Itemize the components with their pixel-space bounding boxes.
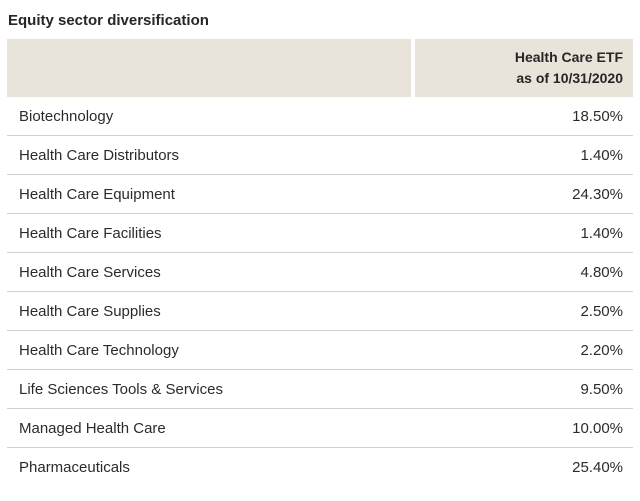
header-sector-cell <box>7 39 411 97</box>
table-row: Health Care Technology 2.20% <box>7 331 633 370</box>
sector-table: Health Care ETF as of 10/31/2020 Biotech… <box>7 39 633 487</box>
table-row: Biotechnology 18.50% <box>7 97 633 136</box>
sector-value: 1.40% <box>580 146 623 164</box>
sector-label: Health Care Supplies <box>19 302 161 320</box>
sector-label: Health Care Distributors <box>19 146 180 164</box>
table-row: Health Care Distributors 1.40% <box>7 136 633 175</box>
sector-value: 18.50% <box>572 107 623 125</box>
as-of-date: as of 10/31/2020 <box>516 70 623 86</box>
sector-label: Health Care Equipment <box>19 185 175 203</box>
sector-value: 10.00% <box>572 419 623 437</box>
sector-label: Biotechnology <box>19 107 114 125</box>
sector-label: Health Care Technology <box>19 341 179 359</box>
table-row: Pharmaceuticals 25.40% <box>7 448 633 487</box>
sector-value: 9.50% <box>580 380 623 398</box>
sector-label: Pharmaceuticals <box>19 459 130 476</box>
sector-value: 4.80% <box>580 263 623 281</box>
table-row: Health Care Supplies 2.50% <box>7 292 633 331</box>
sector-value: 24.30% <box>572 185 623 203</box>
sector-label: Managed Health Care <box>19 419 166 437</box>
table-row: Health Care Services 4.80% <box>7 253 633 292</box>
header-fund-cell: Health Care ETF as of 10/31/2020 <box>415 39 633 97</box>
header-column-divider <box>411 39 415 97</box>
page-title: Equity sector diversification <box>8 12 209 29</box>
sector-value: 25.40% <box>572 459 623 476</box>
sector-label: Life Sciences Tools & Services <box>19 380 223 398</box>
table-header-row: Health Care ETF as of 10/31/2020 <box>7 39 633 97</box>
table-row: Health Care Equipment 24.30% <box>7 175 633 214</box>
sector-value: 2.20% <box>580 341 623 359</box>
table-row: Life Sciences Tools & Services 9.50% <box>7 370 633 409</box>
table-body: Biotechnology 18.50% Health Care Distrib… <box>7 97 633 487</box>
sector-label: Health Care Services <box>19 263 161 281</box>
sector-value: 2.50% <box>580 302 623 320</box>
sector-label: Health Care Facilities <box>19 224 162 242</box>
table-row: Managed Health Care 10.00% <box>7 409 633 448</box>
table-row: Health Care Facilities 1.40% <box>7 214 633 253</box>
fund-name: Health Care ETF <box>514 49 623 65</box>
sector-value: 1.40% <box>580 224 623 242</box>
